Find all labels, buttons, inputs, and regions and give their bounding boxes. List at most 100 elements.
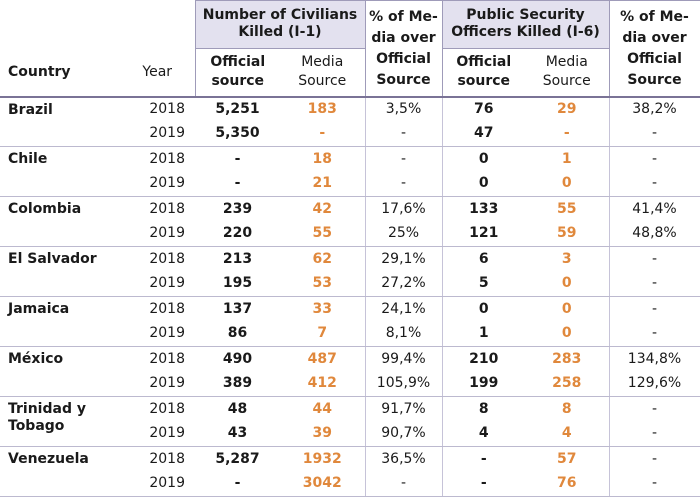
civilians-official-cell: - xyxy=(195,171,280,197)
officers-official-cell: 76 xyxy=(474,101,494,117)
civilians-official-cell: 5,350 xyxy=(195,121,280,147)
civilians-media-cell: 62 xyxy=(312,250,332,267)
officers-official-cell: 5 xyxy=(442,271,525,297)
officers-media-cell: 283 xyxy=(552,350,582,367)
header-blank xyxy=(0,1,195,49)
officers-media-cell: 8 xyxy=(561,400,572,417)
civilians-pct-cell: - xyxy=(364,146,443,172)
year-cell: 2019 xyxy=(120,171,195,197)
officers-pct-cell: 134,8% xyxy=(608,346,700,372)
officers-pct-cell: - xyxy=(608,271,700,297)
officers-pct-cell: - xyxy=(608,171,700,197)
officers-official-cell: 1 xyxy=(442,321,525,347)
officers-official-cell: 0 xyxy=(478,300,489,317)
officers-media-cell: 55 xyxy=(557,200,577,217)
officers-official-cell: 0 xyxy=(478,150,489,167)
civilians-media-cell: 39 xyxy=(280,421,365,447)
officers-pct-cell: - xyxy=(608,321,700,347)
officers-official-cell: 6 xyxy=(478,250,489,267)
officers-pct-cell: 129,6% xyxy=(608,371,700,397)
civilians-pct-cell: 17,6% xyxy=(364,196,443,222)
year-cell: 2019 xyxy=(120,371,195,397)
year-cell: 2018 xyxy=(149,300,185,317)
civilians-media-cell: 1932 xyxy=(302,450,342,467)
civilians-media-cell: 183 xyxy=(307,101,337,117)
civilians-official-cell: 490 xyxy=(222,350,253,367)
officers-official-cell: 210 xyxy=(469,350,499,367)
civilians-media-cell: 44 xyxy=(312,400,332,417)
officers-media-header: Media Source xyxy=(525,48,610,98)
officers-media-cell: - xyxy=(525,121,609,147)
officers-pct-cell: - xyxy=(608,396,700,422)
year-cell: 2019 xyxy=(120,321,195,347)
country-cell: México xyxy=(0,346,120,397)
table-row: Chile 2018-18-0 1- xyxy=(0,146,700,197)
table-row: Venezuela 2018 5,287 1932 36,5% -57- xyxy=(0,446,700,497)
officers-media-cell: 0 xyxy=(561,300,572,317)
civilians-official-cell: 86 xyxy=(195,321,280,347)
table-row: El Salvador 2018 213 62 29,1% 6 3 - xyxy=(0,246,700,297)
civilians-pct-cell: 105,9% xyxy=(364,371,443,397)
table-body: Brazil 2018 5,251 183 3,5% 76 29 38,2% 2019 5,350… xyxy=(0,96,700,497)
officers-pct-cell: - xyxy=(608,296,700,322)
civilians-official-cell: 389 xyxy=(195,371,280,397)
table-row: Jamaica 2018 137 33 24,1% 0 0- xyxy=(0,296,700,347)
table-row: 2019 389 412 105,9% 199 258 129,6% xyxy=(0,371,700,397)
civilians-pct-cell: 36,5% xyxy=(364,446,443,472)
year-cell: 2018 xyxy=(149,150,185,167)
civilians-pct-cell: - xyxy=(364,171,443,197)
civilians-pct-cell: - xyxy=(364,471,443,497)
officers-official-cell: - xyxy=(480,450,487,467)
civilians-pct-cell: 91,7% xyxy=(364,396,443,422)
officers-pct-cell: 48,8% xyxy=(608,221,700,247)
officers-official-cell: 0 xyxy=(442,171,525,197)
country-cell: Brazil xyxy=(0,96,120,147)
civilians-media-cell: - xyxy=(280,121,365,147)
officers-media-cell: 76 xyxy=(525,471,609,497)
civilians-pct-cell: 27,2% xyxy=(364,271,443,297)
year-cell: 2018 xyxy=(149,450,185,467)
civilians-media-cell: 33 xyxy=(312,300,332,317)
civilians-media-header: Media Source xyxy=(280,48,366,98)
officers-official-cell: 133 xyxy=(469,200,499,217)
officers-media-cell: 1 xyxy=(561,150,572,167)
civilians-pct-cell: 99,4% xyxy=(364,346,443,372)
civilians-group-header: Number of Civilians Killed (I-1) xyxy=(194,0,366,49)
civilians-pct-cell: 29,1% xyxy=(364,246,443,272)
year-cell: 2018 xyxy=(149,400,185,417)
year-cell: 2018 xyxy=(149,250,185,267)
civilians-media-cell: 53 xyxy=(280,271,365,297)
table-row: México 2018 490 487 99,4% 210 283 134,8% xyxy=(0,346,700,397)
officers-media-cell: 4 xyxy=(525,421,609,447)
civilians-official-cell: 137 xyxy=(222,300,253,317)
civilians-official-header: Official source xyxy=(194,48,280,98)
table-row: 2019-3042- -76- xyxy=(0,471,700,497)
civilians-pct-header: % of Me- dia over Official Source xyxy=(364,0,443,97)
civilians-official-cell: 195 xyxy=(195,271,280,297)
officers-official-cell: 47 xyxy=(442,121,525,147)
civilians-media-cell: 55 xyxy=(280,221,365,247)
civilians-official-cell: 5,287 xyxy=(215,450,260,467)
table-row: Colombia 2018 239 42 17,6% 133 55 41,4% xyxy=(0,196,700,247)
officers-media-cell: 3 xyxy=(561,250,572,267)
country-cell: Chile xyxy=(0,146,120,197)
civilians-official-cell: - xyxy=(234,150,241,167)
year-cell: 2018 xyxy=(149,350,185,367)
country-column-header: Country xyxy=(0,48,120,98)
table-row: Brazil 2018 5,251 183 3,5% 76 29 38,2% xyxy=(0,96,700,147)
year-cell: 2019 xyxy=(120,221,195,247)
officers-official-cell: 121 xyxy=(442,221,525,247)
civilians-media-cell: 487 xyxy=(307,350,337,367)
officers-pct-cell: - xyxy=(608,421,700,447)
officers-media-cell: 0 xyxy=(525,321,609,347)
officers-media-cell: 57 xyxy=(557,450,577,467)
civilians-media-cell: 21 xyxy=(280,171,365,197)
officers-pct-cell: 38,2% xyxy=(608,96,700,122)
table-row: 2019 5,350- -47- - xyxy=(0,121,700,147)
officers-official-cell: 199 xyxy=(442,371,525,397)
table-row: 2019 43 39 90,7% 4 4- xyxy=(0,421,700,447)
civilians-media-cell: 42 xyxy=(312,200,332,217)
civilians-official-cell: 48 xyxy=(227,400,248,417)
civilians-pct-cell: 24,1% xyxy=(364,296,443,322)
